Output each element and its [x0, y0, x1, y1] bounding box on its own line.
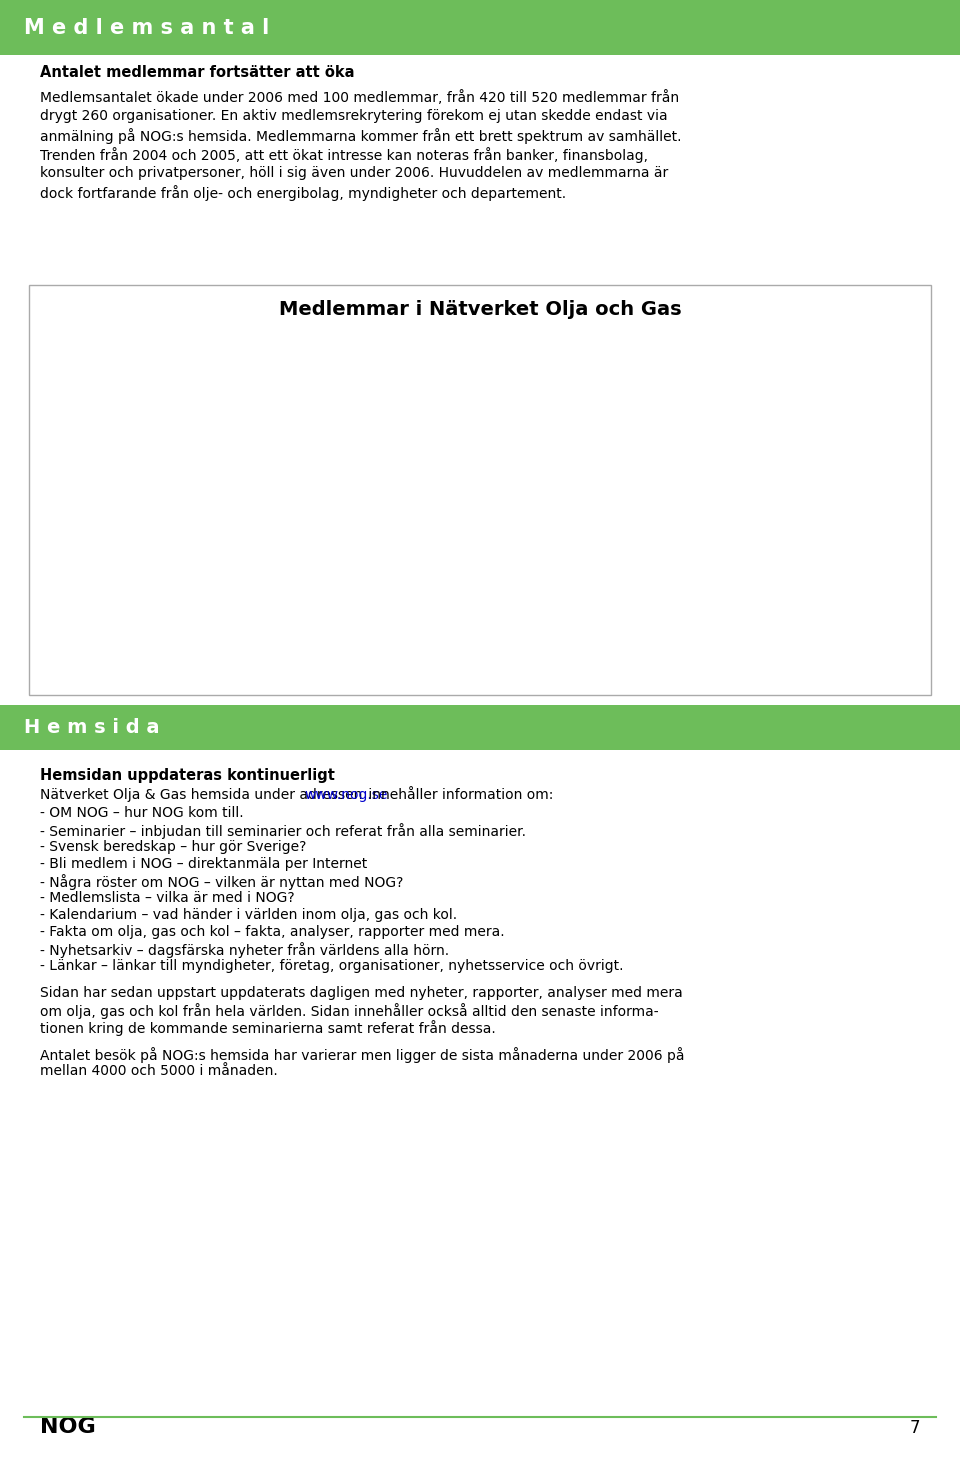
- Text: - Några röster om NOG – vilken är nyttan med NOG?: - Några röster om NOG – vilken är nyttan…: [40, 874, 404, 891]
- Text: - Kalendarium – vad händer i världen inom olja, gas och kol.: - Kalendarium – vad händer i världen ino…: [40, 908, 458, 922]
- Text: Trenden från 2004 och 2005, att ett ökat intresse kan noteras från banker, finan: Trenden från 2004 och 2005, att ett ökat…: [40, 148, 648, 162]
- Text: konsulter och privatpersoner, höll i sig även under 2006. Huvuddelen av medlemma: konsulter och privatpersoner, höll i sig…: [40, 165, 668, 180]
- Text: - OM NOG – hur NOG kom till.: - OM NOG – hur NOG kom till.: [40, 806, 244, 820]
- Text: www.nog.se: www.nog.se: [304, 789, 388, 802]
- Text: Hemsidan uppdateras kontinuerligt: Hemsidan uppdateras kontinuerligt: [40, 768, 335, 783]
- Text: Antalet besök på NOG:s hemsida har varierar men ligger de sista månaderna under : Antalet besök på NOG:s hemsida har varie…: [40, 1047, 684, 1063]
- Text: - Bli medlem i NOG – direktanmäla per Internet: - Bli medlem i NOG – direktanmäla per In…: [40, 857, 368, 871]
- Text: tionen kring de kommande seminarierna samt referat från dessa.: tionen kring de kommande seminarierna sa…: [40, 1021, 496, 1035]
- Text: Antalet medlemmar fortsätter att öka: Antalet medlemmar fortsätter att öka: [40, 65, 355, 80]
- Text: drygt 260 organisationer. En aktiv medlemsrekrytering förekom ej utan skedde end: drygt 260 organisationer. En aktiv medle…: [40, 109, 668, 123]
- Text: innehåller information om:: innehåller information om:: [365, 789, 554, 802]
- Text: Medlemsantalet ökade under 2006 med 100 medlemmar, från 420 till 520 medlemmar f: Medlemsantalet ökade under 2006 med 100 …: [40, 90, 680, 105]
- Text: - Nyhetsarkiv – dagsfärska nyheter från världens alla hörn.: - Nyhetsarkiv – dagsfärska nyheter från …: [40, 942, 449, 959]
- Text: Medlemmar i Nätverket Olja och Gas: Medlemmar i Nätverket Olja och Gas: [278, 300, 682, 319]
- Text: - Medlemslista – vilka är med i NOG?: - Medlemslista – vilka är med i NOG?: [40, 891, 295, 905]
- Text: - Seminarier – inbjudan till seminarier och referat från alla seminarier.: - Seminarier – inbjudan till seminarier …: [40, 823, 526, 839]
- Text: 7: 7: [909, 1419, 920, 1437]
- Text: dock fortfarande från olje- och energibolag, myndigheter och departement.: dock fortfarande från olje- och energibo…: [40, 185, 566, 201]
- Text: Nätverket Olja & Gas hemsida under adressen: Nätverket Olja & Gas hemsida under adres…: [40, 789, 367, 802]
- Text: - Fakta om olja, gas och kol – fakta, analyser, rapporter med mera.: - Fakta om olja, gas och kol – fakta, an…: [40, 925, 505, 939]
- Text: anmälning på NOG:s hemsida. Medlemmarna kommer från ett brett spektrum av samhäl: anmälning på NOG:s hemsida. Medlemmarna …: [40, 128, 682, 143]
- Text: - Svensk beredskap – hur gör Sverige?: - Svensk beredskap – hur gör Sverige?: [40, 840, 306, 854]
- Text: - Länkar – länkar till myndigheter, företag, organisationer, nyhetsservice och ö: - Länkar – länkar till myndigheter, före…: [40, 959, 624, 973]
- Text: Sidan har sedan uppstart uppdaterats dagligen med nyheter, rapporter, analyser m: Sidan har sedan uppstart uppdaterats dag…: [40, 987, 684, 1000]
- Text: NOG: NOG: [40, 1416, 96, 1437]
- Text: M e d l e m s a n t a l: M e d l e m s a n t a l: [24, 18, 269, 37]
- Text: H e m s i d a: H e m s i d a: [24, 718, 159, 737]
- Text: mellan 4000 och 5000 i månaden.: mellan 4000 och 5000 i månaden.: [40, 1063, 278, 1078]
- Text: om olja, gas och kol från hela världen. Sidan innehåller också alltid den senast: om olja, gas och kol från hela världen. …: [40, 1003, 659, 1019]
